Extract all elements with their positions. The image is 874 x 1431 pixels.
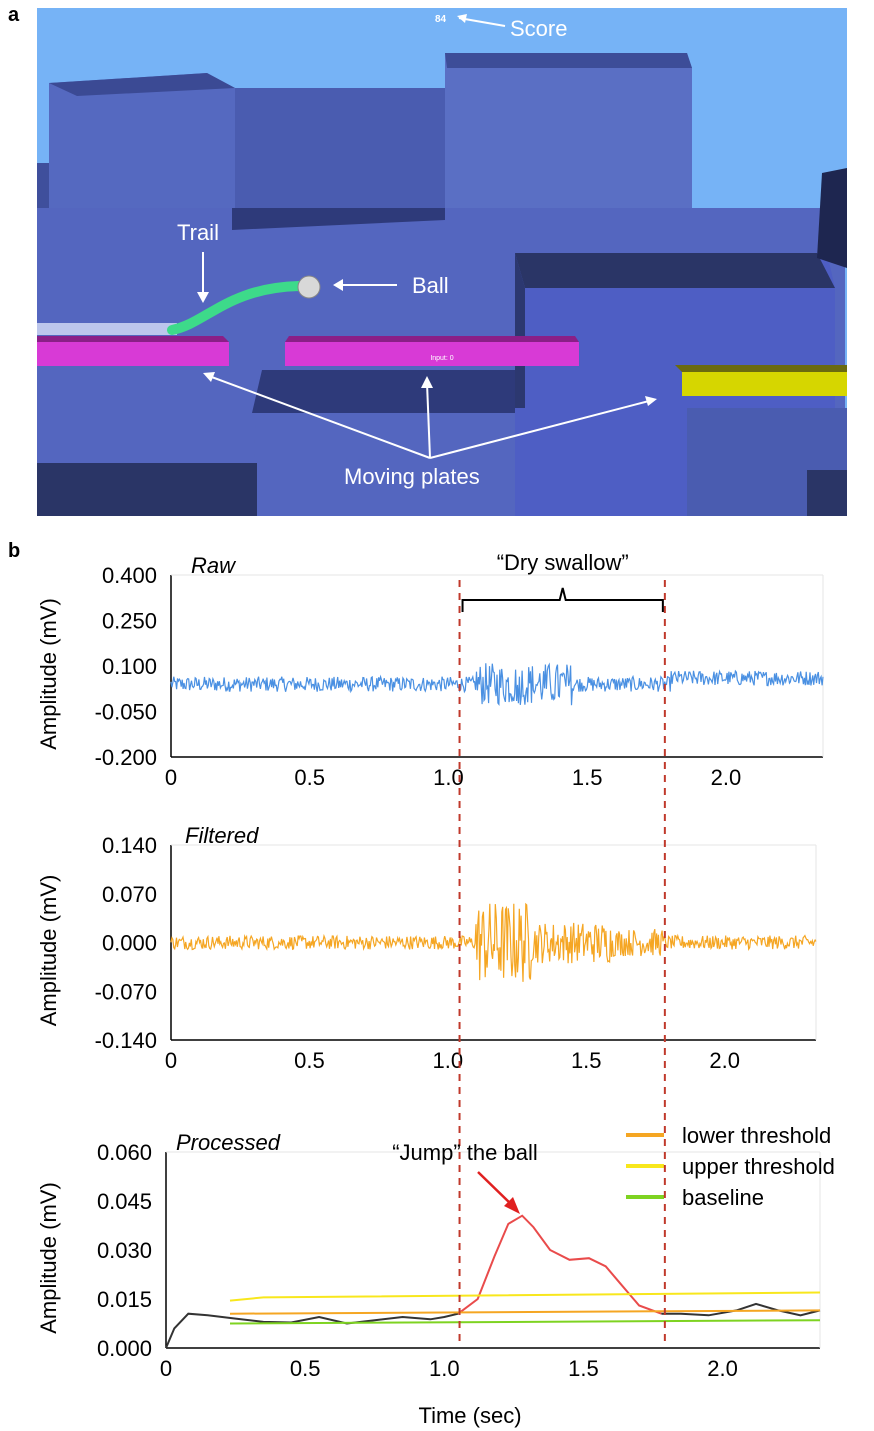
plate-arrow [208,375,431,459]
processed-chart: 0.060 0.045 0.030 0.015 0.000 0 0.5 1.0 1.5 2.0 Am… [36,1123,835,1381]
score-value: 84 [435,14,447,25]
y-tick-label: 0.030 [97,1238,152,1263]
dry-swallow-label: “Dry swallow” [497,550,629,575]
legend-label: upper threshold [682,1154,835,1179]
wall-side [515,253,525,408]
x-tick-label: 2.0 [707,1356,738,1381]
y-tick-label: 0.060 [97,1140,152,1165]
plate-input-text: Input: 0 [430,355,453,362]
wall-top [445,53,692,68]
chart-title: Processed [176,1130,281,1155]
y-tick-label: -0.200 [95,745,157,770]
plate-arrowhead [421,376,433,388]
panel-a-letter: a [8,4,20,26]
signal-trace [170,902,817,982]
plate-arrowhead [645,396,657,406]
x-tick-label: 1.5 [572,765,603,790]
ledge-shadow [232,208,445,230]
moving-plate-yellow [682,372,847,396]
y-tick-label: 0.140 [102,833,157,858]
panel-b-letter: b [8,540,21,562]
wall-top [515,253,835,288]
chart-title: Filtered [185,823,259,848]
x-tick-label: 0 [160,1356,172,1381]
moving-plate [285,342,579,366]
wall-block [235,88,445,208]
x-tick-label: 0 [165,1048,177,1073]
wall-block [445,53,692,258]
x-tick-label: 1.5 [568,1356,599,1381]
wall-block [49,73,235,208]
y-tick-label: 0.015 [97,1287,152,1312]
annotation-overlay: “Dry swallow” “Jump” the ball Time (sec) [392,550,666,1428]
moving-plate [37,342,229,366]
filtered-chart: 0.140 0.070 0.000 -0.070 -0.140 0 0.5 1.0 1.5 2.0… [36,823,817,1073]
y-axis-label: Amplitude (mV) [36,1182,61,1334]
x-tick-label: 0.5 [294,765,325,790]
trail-glow [37,323,177,335]
y-tick-label: 0.045 [97,1189,152,1214]
wall-bottom [37,463,257,516]
x-tick-label: 1.0 [429,1356,460,1381]
series-upper-threshold [229,1291,821,1302]
ball [297,275,321,299]
plate-arrowhead [203,372,215,382]
plates-label: Moving plates [344,464,480,489]
jump-label: “Jump” the ball [392,1140,538,1165]
chart-title: Raw [191,553,237,578]
x-tick-label: 1.5 [571,1048,602,1073]
wall-side [817,168,847,268]
y-tick-label: 0.070 [102,882,157,907]
ball-arrowhead [333,279,343,291]
game-scene: Input: 0 84 Score Trail Ball Moving plat… [37,8,847,516]
y-axis-label: Amplitude (mV) [36,598,61,750]
y-tick-label: 0.000 [102,931,157,956]
legend-label: lower threshold [682,1123,831,1148]
signal-trace [170,662,824,707]
series-active [457,1214,662,1315]
jump-arrowhead [504,1197,520,1214]
series-baseline [229,1319,821,1325]
x-tick-label: 0 [165,765,177,790]
x-tick-label: 2.0 [711,765,742,790]
x-tick-label: 2.0 [709,1048,740,1073]
wall-top [49,73,235,96]
y-tick-label: 0.000 [97,1336,152,1361]
series-lower-threshold [229,1309,821,1315]
ball-label: Ball [412,273,449,298]
trail-label: Trail [177,220,219,245]
jump-arrow [477,1171,513,1206]
score-arrow [458,17,506,27]
y-tick-label: -0.050 [95,700,157,725]
series-tail [661,1302,821,1317]
score-label: Score [510,16,567,41]
y-tick-label: -0.140 [95,1028,157,1053]
y-axis-label: Amplitude (mV) [36,875,61,1027]
y-tick-label: 0.250 [102,609,157,634]
plate-top [37,336,229,342]
x-tick-label: 1.0 [433,1048,464,1073]
emg-charts: 0.400 0.250 0.100 -0.050 -0.200 0 0.5 1.0 1.5 2.0… [36,550,835,1428]
x-tick-label: 0.5 [294,1048,325,1073]
series-signal [165,1312,459,1349]
x-tick-label: 0.5 [290,1356,321,1381]
plate-top [675,365,847,372]
trail-arrowhead [197,292,209,303]
y-tick-label: 0.400 [102,563,157,588]
plate-arrow [429,400,650,459]
legend-label: baseline [682,1185,764,1210]
wall-bottom [807,470,847,516]
trail [167,281,304,335]
dry-swallow-brace [461,587,664,612]
y-tick-label: -0.070 [95,979,157,1004]
plate-arrow [426,382,431,459]
wall-top [252,370,515,413]
x-axis-label: Time (sec) [418,1403,521,1428]
y-tick-label: 0.100 [102,654,157,679]
plate-top [285,336,579,342]
score-arrowhead [457,14,467,23]
